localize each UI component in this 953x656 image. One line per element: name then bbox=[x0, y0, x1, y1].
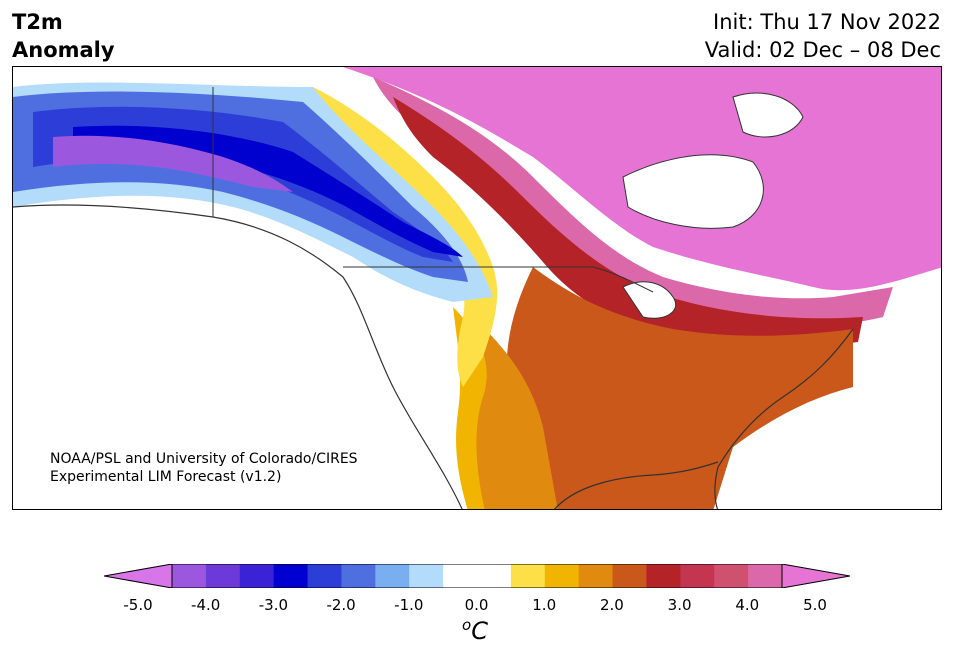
colorbar-cell bbox=[307, 564, 342, 588]
colorbar-tick-label: 5.0 bbox=[803, 596, 827, 614]
amber-south bbox=[466, 327, 558, 509]
title-line-1: T2m bbox=[12, 10, 63, 34]
purple-core bbox=[53, 135, 293, 192]
colorbar-cell bbox=[680, 564, 715, 588]
credit-text: NOAA/PSL and University of Colorado/CIRE… bbox=[50, 450, 358, 486]
gulf-coast bbox=[554, 461, 719, 509]
great-lakes bbox=[622, 281, 676, 319]
colorbar-cell bbox=[409, 564, 444, 588]
anomaly-map: NOAA/PSL and University of Colorado/CIRE… bbox=[12, 66, 942, 510]
colorbar-ticks: -5.0 -4.0 -3.0 -2.0 -1.0 0.0 1.0 2.0 3.0 4.0 5.0 bbox=[0, 596, 953, 618]
colorbar-cell bbox=[205, 564, 241, 588]
colorbar-cell bbox=[443, 564, 478, 588]
orange-southeast bbox=[506, 267, 853, 509]
unit-degree: o bbox=[462, 616, 472, 634]
colorbar-tick-label: -2.0 bbox=[326, 596, 356, 614]
colorbar-extend-high bbox=[781, 564, 850, 588]
colorbar-tick-label: -4.0 bbox=[191, 596, 221, 614]
colorbar-cell bbox=[341, 564, 376, 588]
colorbar-cells bbox=[104, 564, 850, 588]
colorbar-tick-label: 4.0 bbox=[735, 596, 760, 614]
colorbar-cell bbox=[578, 564, 614, 588]
colorbar-tick-label: 2.0 bbox=[599, 596, 624, 614]
colorbar-cell bbox=[544, 564, 580, 588]
colorbar-tick-label: -3.0 bbox=[258, 596, 289, 614]
unit-label: oC bbox=[462, 616, 488, 645]
colorbar-tick-label: -1.0 bbox=[394, 596, 424, 614]
colorbar-cell bbox=[748, 564, 783, 588]
colorbar-extend-low bbox=[104, 564, 173, 588]
colorbar-cell bbox=[172, 564, 207, 588]
colorbar-tick-label: 1.0 bbox=[532, 596, 557, 614]
map-svg bbox=[13, 67, 941, 509]
credit-line-2: Experimental LIM Forecast (v1.2) bbox=[50, 469, 282, 485]
colorbar-cell bbox=[714, 564, 749, 588]
unit-main: C bbox=[471, 617, 488, 645]
magenta-band bbox=[373, 77, 893, 326]
hudson-bay bbox=[622, 154, 764, 229]
colorbar-cell bbox=[375, 564, 410, 588]
red-band bbox=[393, 97, 863, 348]
coastline bbox=[13, 204, 463, 509]
colorbar-tick-label: 3.0 bbox=[667, 596, 692, 614]
colorbar-cell bbox=[477, 564, 512, 588]
chart-title: T2m Anomaly bbox=[12, 8, 115, 64]
date-info: Init: Thu 17 Nov 2022 Valid: 02 Dec – 08… bbox=[705, 8, 941, 64]
valid-range: Valid: 02 Dec – 08 Dec bbox=[704, 38, 941, 62]
colorbar-cell bbox=[646, 564, 681, 588]
title-line-2: Anomaly bbox=[12, 38, 115, 62]
colorbar-tick-label: 0.0 bbox=[464, 596, 489, 614]
east-coast bbox=[714, 328, 854, 509]
colorbar-cell bbox=[612, 564, 647, 588]
colorbar-cell bbox=[510, 564, 546, 588]
colorbar-cell bbox=[273, 564, 309, 588]
colorbar-cell bbox=[239, 564, 275, 588]
colorbar bbox=[104, 564, 850, 588]
colorbar-tick-label: -5.0 bbox=[123, 596, 153, 614]
us-canada-border bbox=[343, 266, 654, 293]
greenland-tip bbox=[732, 92, 804, 138]
credit-line-1: NOAA/PSL and University of Colorado/CIRE… bbox=[50, 451, 358, 467]
init-date: Init: Thu 17 Nov 2022 bbox=[713, 10, 941, 34]
